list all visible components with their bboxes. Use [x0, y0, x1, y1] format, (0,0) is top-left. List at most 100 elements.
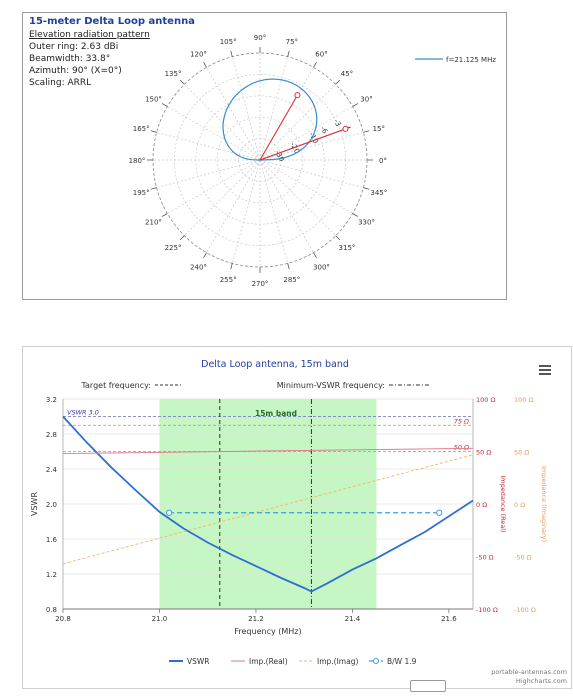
polar-angle-label: 15° [373, 125, 385, 133]
polar-tick-22 [352, 213, 359, 217]
polar-tick-10 [161, 103, 168, 107]
y-tick-label: 2.0 [46, 501, 57, 509]
polar-spoke-19 [259, 159, 289, 264]
polar-tick-23 [363, 187, 370, 190]
legend-item-2[interactable]: Imp.(Imag) [299, 657, 358, 666]
polar-spoke-9 [184, 84, 261, 161]
y-tick-label: 3.2 [46, 396, 57, 404]
polar-tick-2 [352, 103, 359, 107]
polar-info-azimuth: Azimuth: 90° (X=0°) [29, 66, 122, 76]
y3-tick-label: -50 Ω [514, 554, 532, 562]
polar-angle-label: 195° [133, 189, 150, 197]
polar-tick-13 [150, 187, 157, 190]
chart-menu-icon[interactable] [539, 365, 551, 375]
x-tick-label: 21.2 [248, 615, 264, 623]
legend-label: B/W 1.9 [387, 657, 417, 666]
polar-angle-label: 225° [165, 244, 182, 252]
polar-angle-label: 105° [220, 38, 237, 46]
polar-tick-11 [150, 130, 157, 133]
polar-tick-20 [313, 252, 317, 259]
y2-tick-label: -50 Ω [476, 554, 494, 562]
legend-item-0[interactable]: VSWR [169, 657, 210, 666]
polar-radial-label: -6 [319, 125, 330, 135]
polar-beam-line-1 [259, 128, 346, 161]
polar-spoke-21 [259, 159, 336, 236]
y-tick-label: 1.6 [46, 536, 58, 544]
polar-angle-label: 165° [133, 125, 150, 133]
polar-angle-label: 60° [315, 50, 327, 58]
polar-angle-label: 75° [286, 38, 298, 46]
polar-title: 15-meter Delta Loop antenna [29, 16, 195, 27]
y2-tick-label: 50 Ω [476, 449, 491, 457]
polar-subtitle: Elevation radiation pattern [29, 30, 150, 40]
polar-tick-1 [363, 130, 370, 133]
polar-angle-label: 120° [190, 50, 207, 58]
impedance-ref-label: 75 Ω [454, 417, 469, 425]
polar-ring-1 [216, 116, 304, 204]
y3-tick-label: -100 Ω [514, 606, 536, 614]
polar-angle-label: 315° [339, 244, 356, 252]
credit-site: portable-antennas.com [491, 668, 567, 676]
vswr-chart-title: Delta Loop antenna, 15m band [201, 359, 349, 370]
y2-tick-label: 100 Ω [476, 396, 495, 404]
polar-spoke-10 [167, 106, 261, 161]
x-tick-label: 21.4 [345, 615, 361, 623]
polar-tick-17 [230, 263, 233, 270]
polar-spoke-1 [259, 131, 364, 161]
y-tick-label: 2.4 [46, 466, 58, 474]
polar-tick-15 [179, 235, 185, 241]
target-frequency-label: Target frequency: [80, 381, 151, 390]
polar-tick-3 [335, 79, 341, 85]
polar-spoke-3 [259, 84, 336, 161]
polar-spoke-13 [156, 159, 261, 189]
x-tick-label: 21.6 [441, 615, 457, 623]
impedance-ref-label: 50 Ω [454, 444, 469, 452]
polar-spoke-8 [206, 67, 261, 161]
polar-legend-label: f=21.125 MHz [446, 56, 496, 64]
polar-angle-label: 270° [252, 280, 269, 288]
vswr-plot: Delta Loop antenna, 15m band Target frequ… [30, 359, 548, 666]
y3-axis-title: Impedance (Imaginary) [540, 466, 548, 542]
polar-tick-7 [230, 50, 233, 57]
legend-item-1[interactable]: Imp.(Real) [231, 657, 288, 666]
polar-spoke-20 [259, 159, 314, 253]
polar-angle-label: 150° [145, 96, 162, 104]
polar-angle-label: 240° [190, 264, 207, 272]
polar-angle-label: 0° [379, 157, 387, 165]
bottom-scroll-box[interactable] [410, 680, 446, 692]
polar-angle-label: 285° [283, 276, 300, 284]
polar-tick-9 [179, 79, 185, 85]
polar-info-beamwidth: Beamwidth: 33.8° [29, 54, 111, 64]
y2-axis-title: Impedance (Real) [499, 475, 507, 532]
legend-marker [373, 658, 379, 664]
legend-item-3[interactable]: B/W 1.9 [369, 657, 417, 666]
legend-label: Imp.(Real) [249, 657, 288, 666]
series-line-imp-imag- [62, 454, 474, 565]
y3-tick-label: 0 Ω [514, 501, 525, 509]
y2-tick-label: 0 Ω [476, 501, 487, 509]
y3-tick-label: 100 Ω [514, 396, 533, 404]
polar-angle-label: 30° [360, 96, 372, 104]
polar-chart-panel: 15-meter Delta Loop antenna Elevation ra… [22, 12, 507, 300]
x-axis-title: Frequency (MHz) [234, 627, 301, 636]
polar-angle-label: 45° [341, 70, 353, 78]
polar-pattern-trace [222, 78, 318, 161]
min-vswr-frequency-label: Minimum-VSWR frequency: [277, 381, 385, 390]
polar-info-gain: Outer ring: 2.63 dBi [29, 42, 119, 52]
polar-beam-marker-0 [294, 92, 301, 99]
polar-angle-label: 330° [358, 219, 375, 227]
y2-tick-label: -100 Ω [476, 606, 498, 614]
polar-angle-label: 345° [370, 189, 387, 197]
vswr-chart-panel: Delta Loop antenna, 15m band Target frequ… [22, 346, 572, 689]
credit-highcharts[interactable]: Highcharts.com [515, 677, 567, 685]
vswr-ref-label: VSWR 3.0 [67, 409, 99, 417]
bandwidth-marker-high [436, 509, 443, 516]
polar-tick-4 [313, 61, 317, 68]
polar-angle-label: 255° [220, 276, 237, 284]
series-line-vswr [62, 415, 474, 593]
y-axis-title: VSWR [30, 492, 39, 516]
polar-radial-label: -20 [288, 141, 300, 155]
polar-tick-5 [287, 50, 290, 57]
polar-radial-label: -3 [332, 118, 342, 128]
polar-spoke-15 [184, 159, 261, 236]
